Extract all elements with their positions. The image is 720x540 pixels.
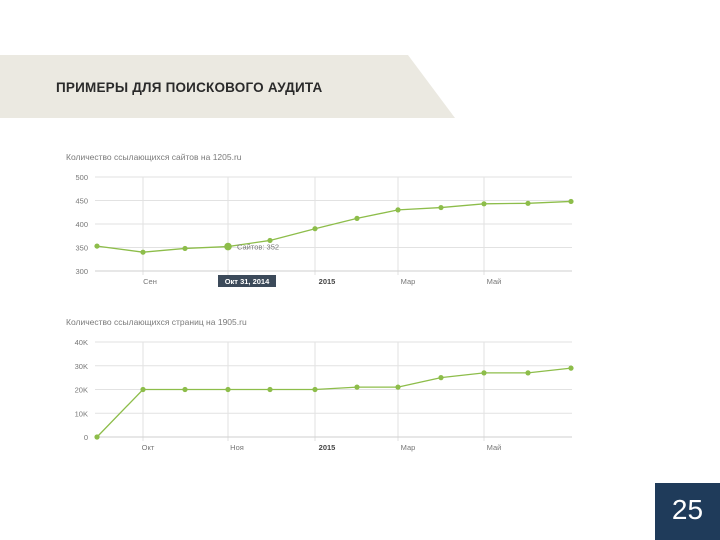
data-point[interactable] [525,370,531,376]
data-point[interactable] [94,243,100,249]
tooltip-label: Сайтов: 352 [237,243,279,252]
data-point[interactable] [525,200,531,206]
series-line [96,367,572,438]
y-tick-label: 0 [84,433,88,442]
title-band [0,0,720,120]
x-tick-label: Мар [401,443,416,452]
data-point[interactable] [267,386,273,393]
data-point[interactable] [140,386,146,393]
data-point[interactable] [438,204,444,211]
chart-referring-pages: Количество ссылающихся страниц на 1905.r… [66,317,574,452]
data-point[interactable] [312,226,318,232]
y-tick-label: 300 [75,267,88,276]
slide-title: ПРИМЕРЫ ДЛЯ ПОИСКОВОГО АУДИТА [56,80,323,95]
y-tick-label: 450 [75,197,88,206]
data-point[interactable] [481,370,487,376]
x-tick-label: Сен [143,277,157,286]
x-tick-label: Май [487,443,502,452]
data-point[interactable] [481,201,487,207]
chart-title: Количество ссылающихся сайтов на 1205.ru [66,152,242,162]
data-point[interactable] [354,215,360,221]
data-point[interactable] [267,237,273,244]
y-tick-label: 30K [75,362,88,371]
data-point[interactable] [182,386,188,393]
title-band-polygon [0,55,455,118]
chart-referring-sites: Количество ссылающихся сайтов на 1205.ru… [66,152,574,287]
x-tick-label: Окт [142,443,155,452]
data-point[interactable] [225,386,231,393]
page-number: 25 [671,494,704,525]
chart-title: Количество ссылающихся страниц на 1905.r… [66,317,247,327]
x-tick-highlight [218,275,276,287]
y-tick-label: 400 [75,220,88,229]
data-point[interactable] [182,245,188,252]
page-number-box [655,483,720,540]
data-point[interactable] [354,384,360,390]
x-tick-label: Ноя [230,443,244,452]
data-point[interactable] [395,384,401,390]
y-tick-label: 500 [75,173,88,182]
data-point[interactable] [395,207,401,213]
x-tick-label: 2015 [319,277,336,286]
data-point[interactable] [94,434,100,440]
x-tick-label: Май [487,277,502,286]
x-tick-label: Мар [401,277,416,286]
x-tick-label: Окт 31, 2014 [225,277,270,286]
y-tick-label: 20K [75,386,88,395]
data-point[interactable] [568,198,574,205]
data-point[interactable] [312,386,318,393]
y-tick-label: 10K [75,409,88,418]
y-tick-label: 350 [75,244,88,253]
series-line [96,200,572,253]
data-point[interactable] [224,242,232,251]
title-band-shape [0,55,455,118]
data-point[interactable] [438,375,444,381]
data-point[interactable] [568,365,574,371]
x-tick-label: 2015 [319,443,336,452]
data-point[interactable] [140,249,146,255]
y-tick-label: 40K [75,338,88,347]
